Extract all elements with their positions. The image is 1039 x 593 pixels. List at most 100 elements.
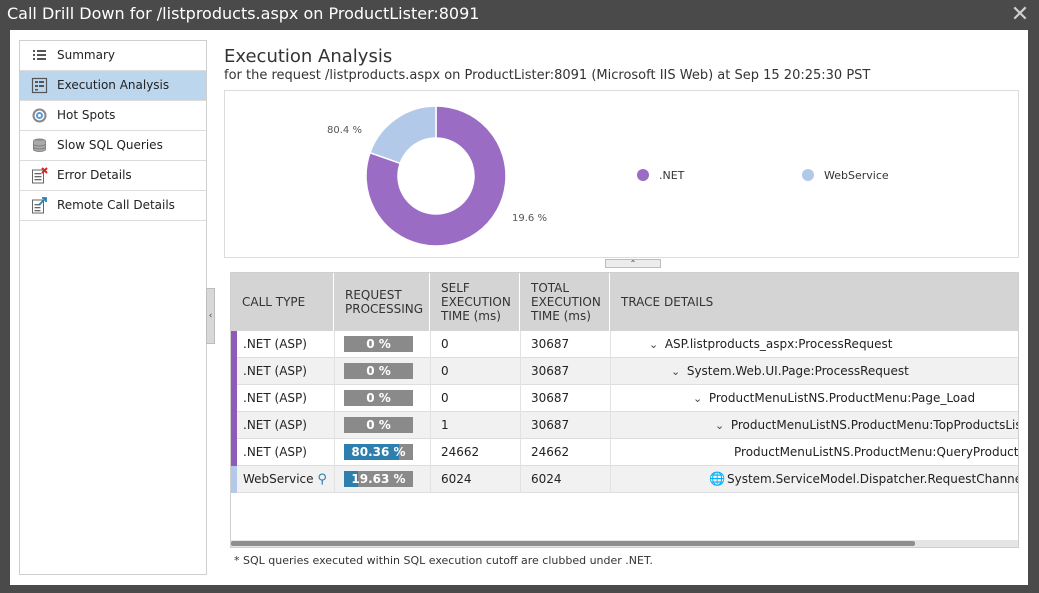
legend-swatch xyxy=(637,169,649,181)
progress-fill xyxy=(344,444,400,460)
page-title: Execution Analysis xyxy=(224,46,393,67)
table-row[interactable]: .NET (ASP) 0 % 0 30687 ⌄ ASP.listproducts_as… xyxy=(231,331,1018,358)
column-header-total-execution-time[interactable]: TOTAL EXECUTION TIME (ms) xyxy=(520,273,610,331)
slice-label-dotnet: 80.4 % xyxy=(327,125,362,136)
self-execution-time-cell: 0 xyxy=(441,364,449,378)
sidebar-item-remote-call-details[interactable]: Remote Call Details xyxy=(20,191,206,221)
request-processing-value: 0 % xyxy=(366,364,391,378)
total-execution-time-cell: 30687 xyxy=(531,337,570,351)
call-type-cell: .NET (ASP) xyxy=(243,337,307,351)
window-title: Call Drill Down for /listproducts.aspx o… xyxy=(7,4,480,23)
legend-item-webservice[interactable]: WebService xyxy=(802,169,889,182)
request-processing-value: 0 % xyxy=(366,337,391,351)
horizontal-scrollbar[interactable] xyxy=(231,540,1018,547)
sidebar-item-label: Hot Spots xyxy=(57,108,116,122)
slice-label-webservice: 19.6 % xyxy=(512,213,547,224)
total-execution-time-cell: 6024 xyxy=(531,472,562,486)
sidebar-item-error-details[interactable]: Error Details xyxy=(20,161,206,191)
sidebar-item-label: Error Details xyxy=(57,168,132,182)
trace-details-cell[interactable]: 🌐 System.ServiceModel.Dispatcher.RequestC… xyxy=(709,466,1018,493)
call-type-cell: .NET (ASP) xyxy=(243,391,307,405)
total-execution-time-cell: 30687 xyxy=(531,391,570,405)
sidebar-collapse-toggle[interactable]: ‹ xyxy=(206,288,215,344)
request-processing-value: 19.63 % xyxy=(351,472,406,486)
donut-slice-net[interactable] xyxy=(365,105,507,247)
request-processing-value: 80.36 % xyxy=(351,445,406,459)
table-row[interactable]: WebService ⚲ 19.63 % 6024 6024 🌐 System.Servi… xyxy=(231,466,1018,493)
sidebar-item-summary[interactable]: Summary xyxy=(20,41,206,71)
legend-label: WebService xyxy=(824,169,889,182)
self-execution-time-cell: 24662 xyxy=(441,445,480,459)
chevron-down-icon[interactable]: ⌄ xyxy=(649,338,659,351)
legend-label: .NET xyxy=(659,169,685,182)
progress-fill xyxy=(344,471,358,487)
table-row[interactable]: .NET (ASP) 0 % 0 30687 ⌄ System.Web.UI.Page:… xyxy=(231,358,1018,385)
table-row[interactable]: .NET (ASP) 80.36 % 24662 24662 ProductMenuLi… xyxy=(231,439,1019,466)
scrollbar-thumb[interactable] xyxy=(231,541,915,546)
donut-chart xyxy=(365,105,507,247)
call-type-cell: WebService ⚲ xyxy=(243,472,327,487)
sidebar-item-label: Execution Analysis xyxy=(57,78,170,92)
self-execution-time-cell: 6024 xyxy=(441,472,472,486)
trace-details-cell[interactable]: ⌄ System.Web.UI.Page:ProcessRequest xyxy=(671,358,1018,385)
request-processing-bar: 0 % xyxy=(344,336,413,352)
globe-icon: 🌐 xyxy=(709,472,726,487)
column-header-self-execution-time[interactable]: SELF EXECUTION TIME (ms) xyxy=(430,273,520,331)
chart-collapse-handle[interactable]: ⌃ xyxy=(605,259,661,268)
self-execution-time-cell: 0 xyxy=(441,391,449,405)
sidebar-item-label: Summary xyxy=(57,48,115,62)
call-type-cell: .NET (ASP) xyxy=(243,364,307,378)
chevron-down-icon[interactable]: ⌄ xyxy=(693,392,703,405)
chevron-down-icon[interactable]: ⌄ xyxy=(671,365,681,378)
sidebar-item-execution-analysis[interactable]: Execution Analysis xyxy=(20,71,206,101)
row-type-marker xyxy=(231,331,237,358)
row-type-marker xyxy=(231,358,237,385)
trace-details-cell[interactable]: ⌄ ProductMenuListNS.ProductMenu:Page_Loa… xyxy=(693,385,1018,412)
request-processing-value: 0 % xyxy=(366,391,391,405)
column-header-request-processing[interactable]: REQUEST PROCESSING xyxy=(334,273,430,331)
footnote: * SQL queries executed within SQL execut… xyxy=(234,554,653,567)
search-icon[interactable]: ⚲ xyxy=(317,472,327,487)
table-row[interactable]: .NET (ASP) 0 % 0 30687 ⌄ ProductMenuListNS.P… xyxy=(231,385,1018,412)
call-type-cell: .NET (ASP) xyxy=(243,445,307,459)
self-execution-time-cell: 0 xyxy=(441,337,449,351)
trace-details-cell[interactable]: ⌄ ASP.listproducts_aspx:ProcessRequest xyxy=(649,331,1018,358)
call-type-cell: .NET (ASP) xyxy=(243,418,307,432)
error-list-icon xyxy=(32,167,48,184)
execution-analysis-icon xyxy=(31,77,48,94)
request-processing-bar: 0 % xyxy=(344,390,413,406)
row-type-marker xyxy=(231,385,237,412)
trace-details-cell[interactable]: ProductMenuListNS.ProductMenu:QueryProdu… xyxy=(734,445,1019,459)
total-execution-time-cell: 24662 xyxy=(531,445,570,459)
column-header-call-type[interactable]: CALL TYPE xyxy=(231,273,334,331)
self-execution-time-cell: 1 xyxy=(441,418,449,432)
database-icon xyxy=(33,138,46,152)
sidebar-item-label: Slow SQL Queries xyxy=(57,138,163,152)
sidebar-item-hot-spots[interactable]: Hot Spots xyxy=(20,101,206,131)
legend-swatch xyxy=(802,169,814,181)
table-row[interactable]: .NET (ASP) 0 % 1 30687 ⌄ ProductMenuListNS.P… xyxy=(231,412,1018,439)
request-processing-bar: 80.36 % xyxy=(344,444,413,460)
sidebar-item-slow-sql-queries[interactable]: Slow SQL Queries xyxy=(20,131,206,161)
row-type-marker xyxy=(231,466,237,493)
legend-item-dotnet[interactable]: .NET xyxy=(637,169,684,182)
page-subtitle: for the request /listproducts.aspx on Pr… xyxy=(224,68,871,83)
chevron-down-icon[interactable]: ⌄ xyxy=(715,419,725,432)
request-processing-value: 0 % xyxy=(366,418,391,432)
window-titlebar: Call Drill Down for /listproducts.aspx o… xyxy=(0,0,1039,30)
row-type-marker xyxy=(231,412,237,439)
dialog-body: Summary Execution Analysis Hot Spots xyxy=(10,30,1028,585)
request-processing-bar: 19.63 % xyxy=(344,471,413,487)
table-header: CALL TYPE REQUEST PROCESSING SELF EXECUT… xyxy=(231,273,1018,331)
request-processing-bar: 0 % xyxy=(344,417,413,433)
column-header-trace-details[interactable]: TRACE DETAILS xyxy=(621,295,714,309)
trace-details-cell[interactable]: ⌄ ProductMenuListNS.ProductMenu:TopProdu… xyxy=(715,412,1018,439)
donut-slice-webservice[interactable] xyxy=(369,105,437,165)
row-type-marker xyxy=(231,439,237,466)
list-icon xyxy=(33,50,46,60)
sidebar-item-label: Remote Call Details xyxy=(57,198,175,212)
sidebar: Summary Execution Analysis Hot Spots xyxy=(19,40,207,575)
total-execution-time-cell: 30687 xyxy=(531,364,570,378)
request-processing-bar: 0 % xyxy=(344,363,413,379)
close-icon[interactable]: ✕ xyxy=(1010,2,1030,27)
